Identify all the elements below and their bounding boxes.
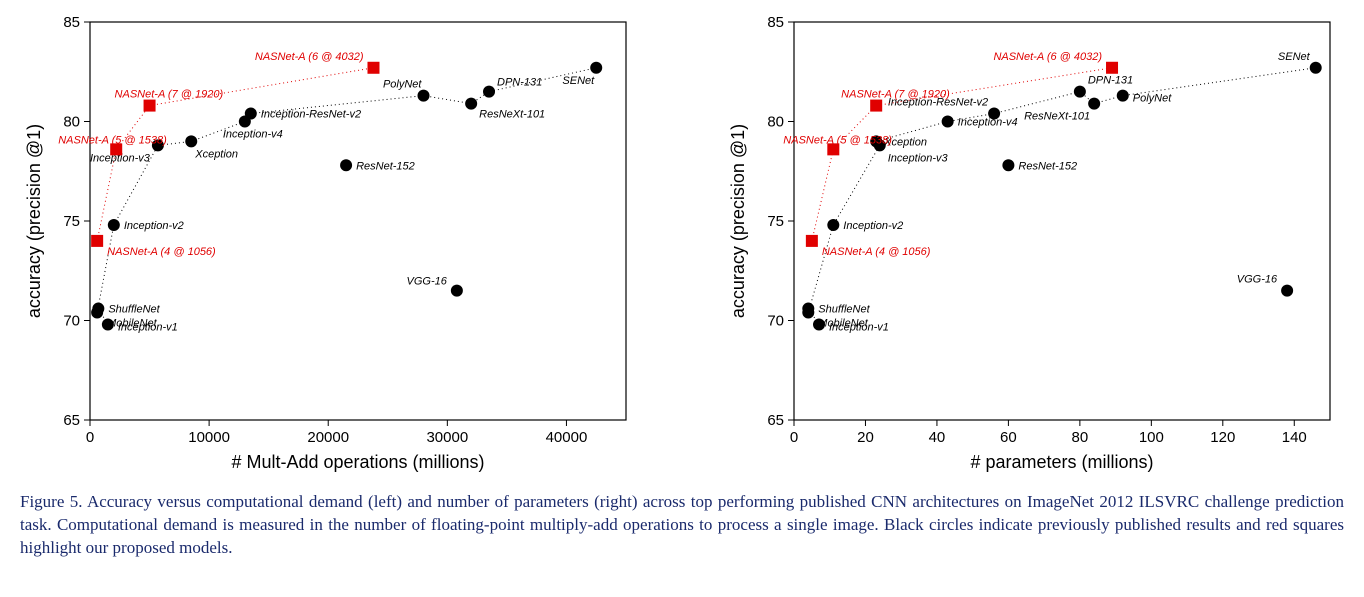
svg-text:30000: 30000: [426, 429, 468, 446]
point-label: Xception: [194, 148, 238, 160]
point-label: Inception-v2: [843, 220, 903, 232]
svg-text:100: 100: [1139, 429, 1164, 446]
right-chart: 0 20 40 60 80 100 120 140 65 70 75 80 85 # parameters…: [724, 10, 1344, 480]
svg-text:85: 85: [63, 14, 80, 31]
point-label: ShuffleNet: [108, 304, 160, 316]
point-label: VGG-16: [407, 276, 448, 288]
point-label: ResNet-152: [1018, 160, 1077, 172]
left-chart: 0 10000 20000 30000 40000 65 70 75 80 85 # Mult-Ad…: [20, 10, 640, 480]
svg-text:65: 65: [767, 412, 784, 429]
point-label: Inception-ResNet-v2: [261, 109, 361, 121]
point-label: Inception-v2: [124, 220, 184, 232]
point-label: PolyNet: [1133, 93, 1172, 105]
point-label: NASNet-A (7 @ 1920): [115, 89, 224, 101]
svg-text:80: 80: [1072, 429, 1089, 446]
point-label: NASNet-A (4 @ 1056): [107, 246, 216, 258]
svg-text:20000: 20000: [307, 429, 349, 446]
point-label: ResNet-152: [356, 160, 415, 172]
svg-text:40: 40: [929, 429, 946, 446]
point-label: Inception-v4: [223, 129, 283, 141]
point-label: VGG-16: [1237, 274, 1278, 286]
point-label: NASNet-A (5 @ 1538): [58, 134, 167, 146]
svg-text:10000: 10000: [188, 429, 230, 446]
point-label: ShuffleNet: [818, 304, 870, 316]
svg-text:75: 75: [63, 213, 80, 230]
point-label: NASNet-A (5 @ 1538): [783, 134, 892, 146]
svg-text:70: 70: [767, 313, 784, 330]
svg-text:65: 65: [63, 412, 80, 429]
figure-caption: Figure 5. Accuracy versus computational …: [20, 491, 1344, 560]
point-label: ResNeXt-101: [1024, 111, 1090, 123]
svg-text:60: 60: [1000, 429, 1017, 446]
svg-text:20: 20: [857, 429, 874, 446]
svg-text:0: 0: [86, 429, 94, 446]
point-label: NASNet-A (6 @ 4032): [255, 51, 364, 63]
point-label: Inception-v1: [118, 321, 178, 333]
svg-text:120: 120: [1210, 429, 1235, 446]
svg-text:accuracy (precision @1): accuracy (precision @1): [728, 124, 748, 318]
point-label: NASNet-A (4 @ 1056): [822, 246, 931, 258]
svg-text:80: 80: [767, 114, 784, 131]
point-label: ResNeXt-101: [479, 109, 545, 121]
svg-text:accuracy (precision @1): accuracy (precision @1): [24, 124, 44, 318]
right-panel: 0 20 40 60 80 100 120 140 65 70 75 80 85 # parameters…: [724, 10, 1344, 485]
point-label: SENet: [1278, 51, 1311, 63]
point-label: SENet: [562, 75, 595, 87]
figure-row: 0 10000 20000 30000 40000 65 70 75 80 85 # Mult-Ad…: [20, 10, 1344, 485]
point-label: Inception-v4: [958, 117, 1018, 129]
svg-text:# parameters (millions): # parameters (millions): [970, 452, 1153, 472]
svg-text:40000: 40000: [546, 429, 588, 446]
svg-text:# Mult-Add operations (million: # Mult-Add operations (millions): [231, 452, 484, 472]
point-label: DPN-131: [1088, 75, 1133, 87]
svg-text:70: 70: [63, 313, 80, 330]
svg-text:80: 80: [63, 114, 80, 131]
svg-text:75: 75: [767, 213, 784, 230]
point-label: PolyNet: [383, 79, 422, 91]
left-panel: 0 10000 20000 30000 40000 65 70 75 80 85 # Mult-Ad…: [20, 10, 640, 485]
point-label: DPN-131: [497, 77, 542, 89]
svg-text:140: 140: [1282, 429, 1307, 446]
svg-text:85: 85: [767, 14, 784, 31]
point-label: Inception-v1: [829, 321, 889, 333]
point-label: NASNet-A (7 @ 1920): [841, 89, 950, 101]
point-label: NASNet-A (6 @ 4032): [993, 51, 1102, 63]
point-label: Inception-v3: [888, 152, 949, 164]
svg-text:0: 0: [790, 429, 798, 446]
